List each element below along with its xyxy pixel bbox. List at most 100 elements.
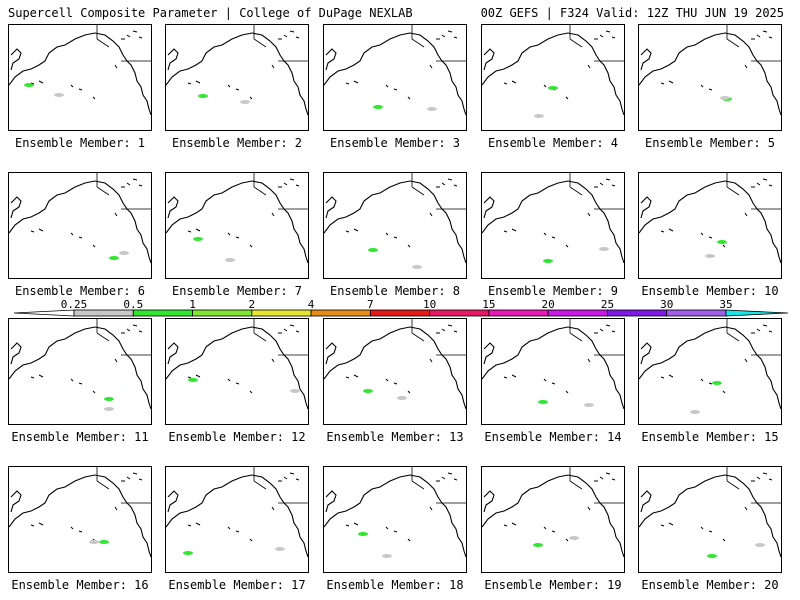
coastline: [345, 30, 458, 100]
coastline: [324, 32, 466, 116]
member-caption: Ensemble Member: 5: [644, 136, 776, 150]
coastline: [324, 474, 466, 558]
colorbar-tick-label: 30: [660, 300, 673, 311]
coastline: [411, 25, 466, 62]
scp-shading: [533, 543, 543, 547]
coastline: [345, 324, 458, 394]
colorbar-segment: [547, 309, 608, 317]
scp-colorbar: 0.25 0.5 1 2 4 7 10 15 20 25 30 35: [14, 300, 788, 317]
scp-shading: [240, 100, 250, 104]
ensemble-map-panel: [165, 466, 309, 573]
basemap: [9, 25, 151, 116]
scp-shading: [569, 536, 579, 540]
colorbar-segment: [607, 309, 668, 317]
member-caption: Ensemble Member: 20: [641, 578, 779, 592]
coastline: [482, 180, 624, 264]
coastline: [345, 178, 458, 248]
basemap: [9, 319, 151, 411]
ensemble-map-panel: [481, 466, 625, 573]
ensemble-map-panel: [165, 172, 309, 279]
basemap: [166, 173, 308, 264]
coastline: [569, 467, 624, 504]
member-caption: Ensemble Member: 13: [326, 430, 464, 444]
ensemble-map-panel: [481, 318, 625, 425]
scp-shading: [193, 237, 203, 241]
coastline: [503, 324, 616, 394]
scp-shading: [89, 540, 99, 544]
colorbar-segment: [192, 309, 253, 317]
coastline: [660, 30, 773, 100]
coastline: [187, 472, 300, 542]
coastline: [166, 32, 308, 116]
ensemble-map-panel: [638, 172, 782, 279]
coastline: [9, 326, 151, 410]
scp-shading: [427, 107, 437, 111]
ensemble-map-panel: [481, 172, 625, 279]
scp-shading: [707, 554, 717, 558]
member-caption: Ensemble Member: 3: [329, 136, 461, 150]
member-caption: Ensemble Member: 11: [11, 430, 149, 444]
colorbar-tick-label: 2: [249, 300, 256, 311]
ensemble-map-panel: [323, 466, 467, 573]
coastline: [253, 467, 308, 504]
ensemble-map-panel: [8, 318, 152, 425]
coastline: [96, 319, 151, 356]
scp-shading: [705, 254, 715, 258]
coastline: [726, 173, 781, 210]
member-caption: Ensemble Member: 10: [641, 284, 779, 298]
coastline: [253, 319, 308, 356]
coastline: [30, 472, 143, 542]
scp-shading: [534, 114, 544, 118]
coastline: [482, 32, 624, 116]
scp-shading: [382, 554, 392, 558]
basemap: [639, 319, 781, 414]
ensemble-map-panel: [8, 466, 152, 573]
coastline: [639, 32, 781, 116]
colorbar-tick-label: 25: [601, 300, 614, 311]
coastline: [30, 178, 143, 248]
chart-title: Supercell Composite Parameter | College …: [8, 6, 413, 20]
scp-shading: [54, 93, 64, 97]
basemap: [482, 319, 624, 410]
member-caption: Ensemble Member: 8: [329, 284, 461, 298]
colorbar-segment: [429, 309, 490, 317]
coastline: [187, 178, 300, 248]
ensemble-map-panel: [638, 24, 782, 131]
basemap: [324, 319, 466, 410]
scp-shading: [543, 259, 553, 263]
member-caption: Ensemble Member: 2: [171, 136, 303, 150]
coastline: [96, 467, 151, 504]
coastline: [569, 25, 624, 62]
coastline: [726, 467, 781, 504]
scp-shading: [225, 258, 235, 262]
member-caption: Ensemble Member: 14: [484, 430, 622, 444]
coastline: [503, 30, 616, 100]
colorbar-segment: [251, 309, 312, 317]
basemap: [639, 173, 781, 264]
coastline: [569, 319, 624, 356]
scp-shading: [712, 381, 722, 385]
coastline: [503, 178, 616, 248]
colorbar-tick-label: 15: [482, 300, 495, 311]
member-caption: Ensemble Member: 17: [168, 578, 306, 592]
basemap: [639, 25, 781, 116]
member-caption: Ensemble Member: 12: [168, 430, 306, 444]
scp-shading: [548, 86, 558, 90]
coastline: [30, 30, 143, 100]
ensemble-map-panel: [481, 24, 625, 131]
colorbar-tick-label: 10: [423, 300, 436, 311]
colorbar-high-arrow: [725, 309, 788, 317]
coastline: [187, 324, 300, 394]
coastline: [639, 326, 781, 410]
scp-shading: [690, 410, 700, 414]
colorbar-tick-label: 4: [308, 300, 315, 311]
ensemble-map-panel: [8, 24, 152, 131]
scp-shading: [412, 265, 422, 269]
ensemble-map-panel: [323, 24, 467, 131]
coastline: [253, 25, 308, 62]
member-caption: Ensemble Member: 18: [326, 578, 464, 592]
scp-shading: [119, 251, 129, 255]
scp-shading: [363, 389, 373, 393]
scp-shading: [755, 543, 765, 547]
coastline: [660, 472, 773, 542]
